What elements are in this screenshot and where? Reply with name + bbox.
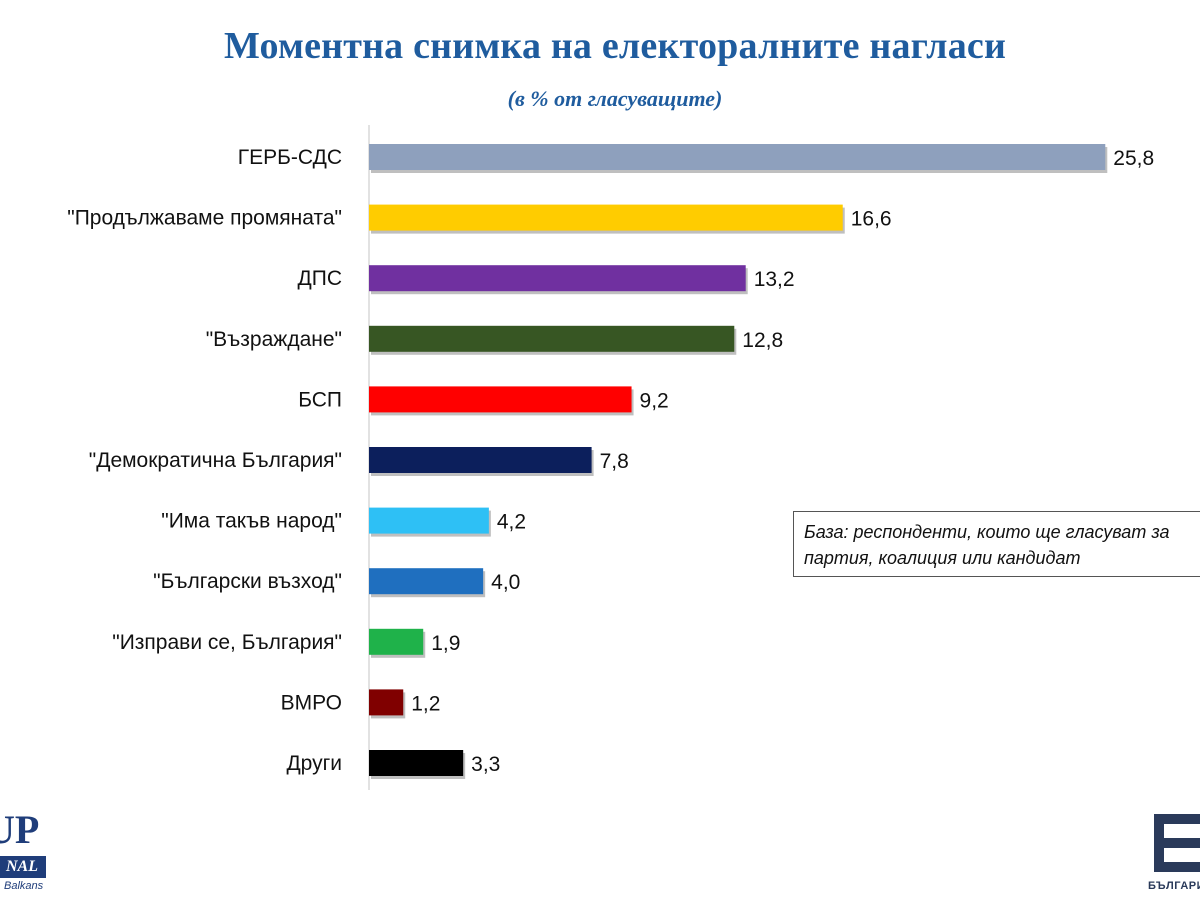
- category-label: Други: [286, 752, 342, 775]
- value-label: 16,6: [851, 208, 892, 231]
- bar: [369, 386, 632, 413]
- category-label: "Продължаваме промяната": [67, 207, 342, 230]
- value-label: 9,2: [640, 389, 669, 412]
- bnt-logo: БЪЛГАРИЯ: [1140, 808, 1200, 900]
- bar: [369, 628, 424, 655]
- base-note-line-2: партия, коалиция или кандидат: [804, 548, 1081, 568]
- value-label: 3,3: [471, 753, 500, 776]
- category-label: "Демократична България": [89, 449, 342, 472]
- category-label: БСП: [298, 388, 342, 411]
- category-label: "Възраждане": [206, 328, 342, 351]
- value-label: 1,9: [431, 632, 460, 655]
- category-label: "Изправи се, България": [112, 631, 342, 654]
- logo-right-small-text: БЪЛГАРИЯ: [1148, 880, 1200, 892]
- bar: [369, 265, 746, 292]
- category-label: ГЕРБ-СДС: [238, 146, 342, 169]
- category-label: "Има такъв народ": [161, 510, 342, 533]
- bar: [369, 447, 592, 473]
- value-label: 1,2: [411, 692, 440, 715]
- chart-subtitle: (в % от гласуващите): [507, 86, 723, 111]
- value-label: 4,0: [491, 571, 520, 594]
- category-label: "Български възход": [153, 570, 342, 593]
- bar: [369, 568, 484, 595]
- logo-left-small-text: Balkans: [4, 880, 44, 892]
- logo-left-big-text: UP: [0, 808, 40, 852]
- chart-title: Моментна снимка на електоралните нагласи: [223, 25, 1007, 67]
- bar: [369, 750, 464, 776]
- base-note-box: База: респонденти, които ще гласуват за …: [793, 511, 1200, 577]
- bar: [369, 204, 843, 231]
- value-label: 4,2: [497, 511, 526, 534]
- bnt-logo-icon: [1154, 814, 1200, 872]
- value-label: 25,8: [1113, 147, 1154, 170]
- value-label: 12,8: [742, 329, 783, 352]
- category-label: ДПС: [298, 267, 342, 290]
- bar: [369, 507, 489, 534]
- gallup-logo: UP NAL Balkans: [0, 808, 60, 900]
- value-label: 13,2: [754, 268, 795, 291]
- bar: [369, 144, 1106, 170]
- logo-left-band: NAL: [0, 856, 46, 878]
- bar: [369, 325, 735, 352]
- bar: [369, 689, 404, 716]
- base-note-line-1: База: респонденти, които ще гласуват за: [804, 522, 1170, 542]
- category-label: ВМРО: [281, 691, 342, 714]
- value-label: 7,8: [600, 450, 629, 473]
